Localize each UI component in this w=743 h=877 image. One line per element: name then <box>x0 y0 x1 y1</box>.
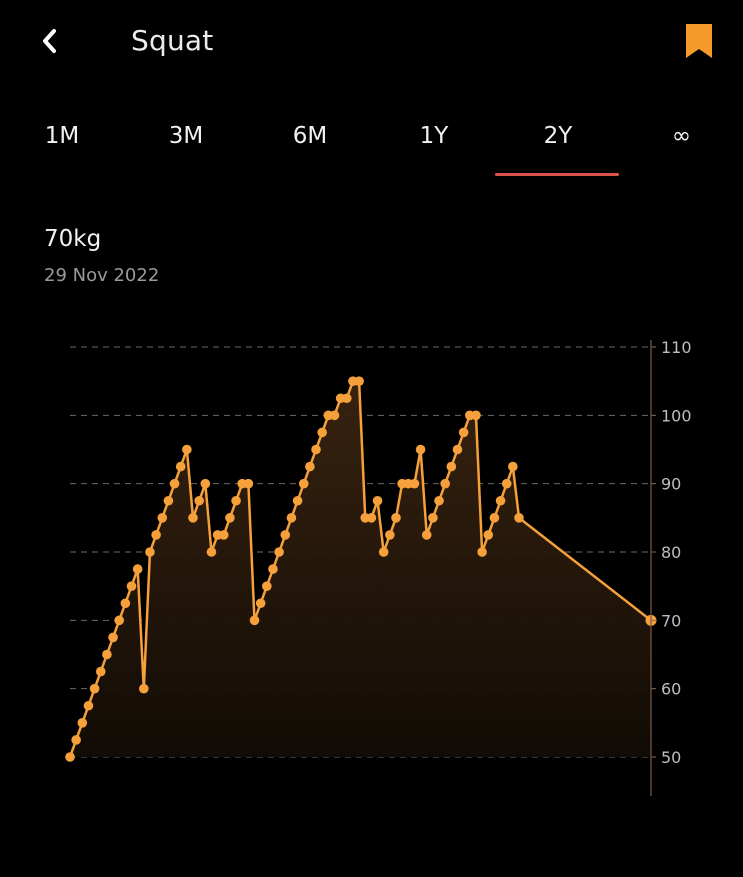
data-point[interactable] <box>440 478 450 489</box>
data-point[interactable] <box>421 530 432 540</box>
tab-6m[interactable]: 6M <box>292 123 328 149</box>
data-point[interactable] <box>514 513 524 523</box>
data-point[interactable] <box>255 598 266 609</box>
data-point[interactable] <box>120 598 131 609</box>
y-tick-label: 50 <box>661 748 681 767</box>
data-point[interactable] <box>415 444 426 455</box>
data-point[interactable] <box>391 513 401 523</box>
data-point[interactable] <box>249 615 260 626</box>
back-button[interactable] <box>34 22 68 60</box>
data-point[interactable] <box>102 649 112 660</box>
data-point[interactable] <box>483 530 494 540</box>
tab-1y[interactable]: 1Y <box>419 123 449 149</box>
tab-all[interactable]: ∞ <box>671 123 692 149</box>
header-bar: Squat <box>0 0 743 88</box>
data-point[interactable] <box>280 530 291 540</box>
data-point[interactable] <box>206 547 217 557</box>
data-point[interactable] <box>372 495 383 506</box>
data-point[interactable] <box>508 461 518 472</box>
data-point[interactable] <box>225 513 235 523</box>
data-point[interactable] <box>65 752 75 762</box>
bookmark-button[interactable] <box>683 22 715 60</box>
data-point[interactable] <box>151 530 161 540</box>
data-point[interactable] <box>163 495 174 506</box>
data-point[interactable] <box>139 683 149 694</box>
tab-2y[interactable]: 2Y <box>543 123 573 149</box>
data-point[interactable] <box>169 478 180 489</box>
data-point[interactable] <box>292 495 303 506</box>
data-point[interactable] <box>409 478 420 489</box>
selected-tab-indicator <box>495 173 619 176</box>
data-point[interactable] <box>385 530 395 540</box>
data-point[interactable] <box>262 581 272 591</box>
data-point[interactable] <box>434 495 444 506</box>
series-area <box>70 381 651 757</box>
data-point[interactable] <box>458 427 469 438</box>
y-tick-label: 110 <box>661 338 692 357</box>
data-point[interactable] <box>495 495 506 506</box>
data-point[interactable] <box>218 530 229 540</box>
data-point[interactable] <box>126 581 137 591</box>
bookmark-icon <box>686 24 712 58</box>
data-point[interactable] <box>477 547 487 557</box>
data-point[interactable] <box>157 513 168 523</box>
data-point[interactable] <box>501 478 512 489</box>
data-point[interactable] <box>317 427 327 438</box>
data-point[interactable] <box>311 444 321 455</box>
data-point[interactable] <box>329 410 340 421</box>
data-point[interactable] <box>175 461 186 472</box>
data-point[interactable] <box>108 632 118 643</box>
data-point[interactable] <box>95 666 106 677</box>
selected-value: 70kg <box>44 226 102 252</box>
data-point[interactable] <box>89 683 100 694</box>
data-point[interactable] <box>268 564 278 574</box>
data-point[interactable] <box>145 547 155 557</box>
data-point[interactable] <box>71 735 81 745</box>
data-point[interactable] <box>378 547 389 557</box>
data-point[interactable] <box>354 376 364 386</box>
y-tick-label: 90 <box>661 475 681 494</box>
y-tick-label: 100 <box>661 406 692 425</box>
y-tick-label: 70 <box>661 611 681 630</box>
data-point[interactable] <box>188 513 198 523</box>
data-point[interactable] <box>366 513 377 523</box>
data-point[interactable] <box>231 495 241 506</box>
data-point[interactable] <box>194 495 204 506</box>
data-point[interactable] <box>489 513 500 523</box>
data-point[interactable] <box>114 615 125 626</box>
data-point[interactable] <box>446 461 457 472</box>
data-point[interactable] <box>305 461 315 472</box>
tab-3m[interactable]: 3M <box>168 123 204 149</box>
range-tabs: 1M 3M 6M 1Y 2Y ∞ <box>0 100 743 180</box>
data-point[interactable] <box>298 478 309 489</box>
y-tick-label: 80 <box>661 543 681 562</box>
page-title: Squat <box>131 24 214 57</box>
progress-chart[interactable]: 110 100 90 80 70 60 50 <box>0 320 743 800</box>
data-point[interactable] <box>286 513 297 523</box>
data-point[interactable] <box>471 410 481 421</box>
data-point[interactable] <box>428 513 438 523</box>
data-point[interactable] <box>77 718 88 728</box>
data-point[interactable] <box>452 444 463 455</box>
chevron-left-icon <box>43 29 56 53</box>
y-tick-label: 60 <box>661 680 681 699</box>
selected-date: 29 Nov 2022 <box>44 265 160 286</box>
data-point[interactable] <box>341 393 352 404</box>
data-point[interactable] <box>274 547 284 557</box>
data-point[interactable] <box>243 478 254 489</box>
data-point[interactable] <box>83 700 94 711</box>
tab-1m[interactable]: 1M <box>44 123 80 149</box>
data-point[interactable] <box>132 564 143 574</box>
data-point[interactable] <box>200 478 211 489</box>
data-point[interactable] <box>182 444 192 455</box>
